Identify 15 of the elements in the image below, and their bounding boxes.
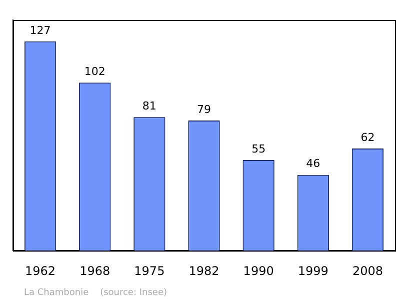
x-tick-label: 1990 [243, 264, 274, 278]
data-label: 62 [360, 130, 375, 144]
x-tick-label: 1968 [80, 264, 110, 278]
data-label: 102 [84, 64, 106, 78]
data-label: 79 [197, 102, 211, 116]
data-label: 55 [252, 142, 266, 156]
data-label: 127 [30, 24, 51, 37]
x-tick-label: 1962 [25, 264, 56, 278]
x-tick-label: 1982 [188, 264, 220, 278]
data-label: 46 [306, 157, 320, 170]
x-tick-label: 1975 [134, 264, 165, 278]
x-tick-label: 1999 [298, 264, 328, 278]
text: La Chambonie (source: Insee) [24, 288, 167, 298]
x-tick-label: 2008 [352, 264, 383, 278]
data-label: 81 [142, 100, 156, 113]
